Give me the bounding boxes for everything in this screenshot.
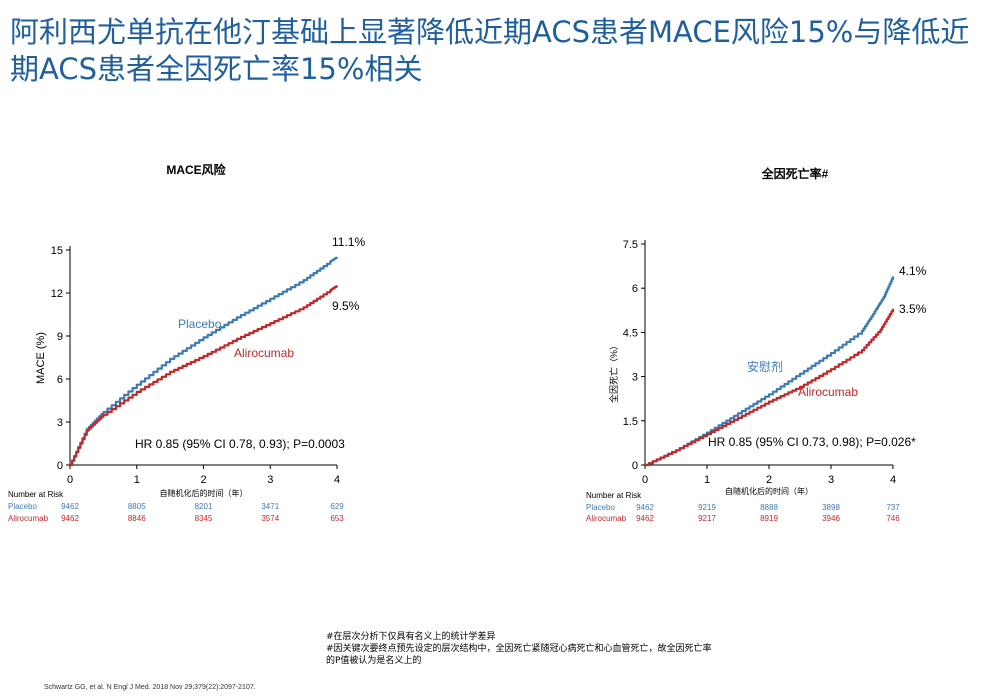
hr-annotation: HR 0.85 (95% CI 0.73, 0.98); P=0.026* bbox=[708, 435, 916, 449]
x-tick-label: 3 bbox=[828, 474, 834, 486]
risk-row-label: Placebo bbox=[8, 502, 37, 511]
series-label: Alirocumab bbox=[798, 385, 858, 399]
y-tick-label: 4.5 bbox=[623, 327, 638, 339]
series-label: Placebo bbox=[178, 317, 222, 331]
y-tick-label: 7.5 bbox=[623, 239, 638, 251]
series-line-placebo bbox=[70, 256, 339, 467]
risk-value: 9462 bbox=[61, 514, 79, 523]
x-tick-label: 1 bbox=[704, 474, 710, 486]
y-tick-label: 0 bbox=[57, 460, 63, 472]
risk-row-label: Alirocumab bbox=[8, 514, 49, 523]
x-tick-label: 3 bbox=[267, 474, 273, 486]
risk-row-label: Placebo bbox=[586, 503, 615, 512]
series-line-alirocumab bbox=[645, 308, 895, 467]
x-tick-label: 0 bbox=[642, 474, 648, 486]
y-tick-label: 1.5 bbox=[623, 416, 638, 428]
x-tick-label: 4 bbox=[890, 474, 896, 486]
x-axis-label: 自随机化后的时间（年） bbox=[725, 486, 813, 496]
y-axis-label: MACE (%) bbox=[35, 332, 47, 384]
risk-value: 8805 bbox=[128, 502, 146, 511]
y-tick-label: 15 bbox=[51, 245, 63, 257]
risk-value: 8345 bbox=[195, 514, 213, 523]
y-tick-label: 3 bbox=[632, 372, 638, 384]
chart-title: MACE风险 bbox=[166, 162, 226, 177]
end-value-label: 11.1% bbox=[332, 235, 365, 249]
risk-table-header: Number at Risk bbox=[586, 491, 642, 500]
x-tick-label: 4 bbox=[334, 474, 340, 486]
series-label: 安慰剂 bbox=[747, 359, 783, 374]
x-tick-label: 0 bbox=[67, 474, 73, 486]
y-tick-label: 12 bbox=[51, 288, 63, 300]
page-title: 阿利西尤单抗在他汀基础上显著降低近期ACS患者MACE风险15%与降低近期ACS… bbox=[10, 15, 970, 86]
end-value-label: 9.5% bbox=[332, 299, 360, 313]
hr-annotation: HR 0.85 (95% CI 0.78, 0.93); P=0.0003 bbox=[135, 437, 345, 451]
x-tick-label: 2 bbox=[200, 474, 206, 486]
risk-value: 3946 bbox=[822, 514, 840, 523]
chart-title: 全因死亡率# bbox=[761, 166, 829, 181]
risk-value: 653 bbox=[330, 514, 344, 523]
risk-value: 3471 bbox=[261, 502, 279, 511]
risk-value: 9462 bbox=[61, 502, 79, 511]
risk-value: 737 bbox=[886, 503, 900, 512]
risk-value: 8888 bbox=[760, 503, 778, 512]
x-tick-label: 2 bbox=[766, 474, 772, 486]
risk-value: 9217 bbox=[698, 514, 716, 523]
risk-value: 629 bbox=[330, 502, 344, 511]
y-tick-label: 6 bbox=[632, 283, 638, 295]
risk-value: 3898 bbox=[822, 503, 840, 512]
risk-value: 746 bbox=[886, 514, 900, 523]
x-tick-label: 1 bbox=[134, 474, 140, 486]
y-axis-label: 全因死亡（%） bbox=[608, 341, 619, 403]
risk-value: 9219 bbox=[698, 503, 716, 512]
risk-table-header: Number at Risk bbox=[8, 490, 64, 499]
citation: Schwartz GG, et al. N Engl J Med. 2018 N… bbox=[44, 684, 256, 691]
y-tick-label: 0 bbox=[632, 460, 638, 472]
y-tick-label: 3 bbox=[57, 417, 63, 429]
end-value-label: 3.5% bbox=[899, 302, 927, 316]
y-tick-label: 9 bbox=[57, 331, 63, 343]
risk-row-label: Alirocumab bbox=[586, 514, 627, 523]
series-line-alirocumab bbox=[70, 285, 339, 467]
end-value-label: 4.1% bbox=[899, 264, 927, 278]
footnote-2: #因关键次要终点预先设定的层次结构中，全因死亡紧随冠心病死亡和心血管死亡，故全因… bbox=[326, 644, 712, 666]
risk-value: 8919 bbox=[760, 514, 778, 523]
series-label: Alirocumab bbox=[234, 346, 294, 360]
footnote-1: #在层次分析下仅具有名义上的统计学差异 bbox=[326, 632, 496, 642]
risk-value: 8201 bbox=[195, 502, 213, 511]
risk-value: 8846 bbox=[128, 514, 146, 523]
y-tick-label: 6 bbox=[57, 374, 63, 386]
risk-value: 3574 bbox=[261, 514, 279, 523]
risk-value: 9462 bbox=[636, 514, 654, 523]
risk-value: 9462 bbox=[636, 503, 654, 512]
x-axis-label: 自随机化后的时间（年） bbox=[160, 488, 248, 498]
